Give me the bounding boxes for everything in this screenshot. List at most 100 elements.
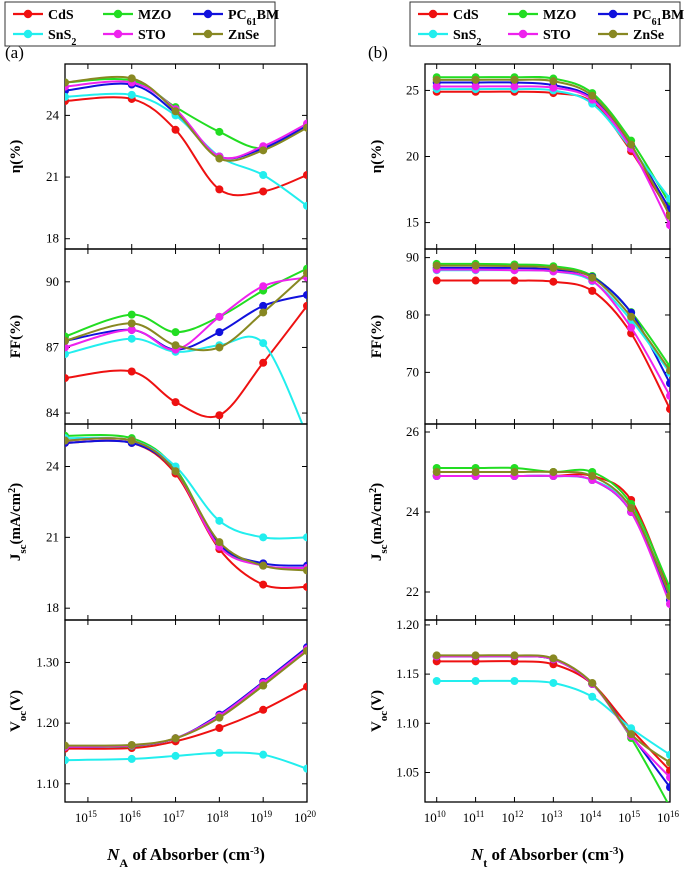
series-group — [65, 264, 307, 424]
legend-label-main: SnS — [453, 28, 477, 43]
legend-label-sub: 61 — [652, 17, 662, 28]
panel-b: (b) 15 20 25 η(%) 70 80 90 FF(%) 22 24 26 Jsc(mA/cm2… — [368, 43, 680, 869]
data-point-STO — [666, 391, 670, 400]
data-point-ZnSe — [65, 336, 69, 345]
legend-marker — [23, 9, 33, 19]
legend-b: CdS MZO PC61BM SnS2 STO ZnSe — [409, 1, 684, 48]
data-point-ZnSe — [666, 592, 670, 600]
y-axis-label-text: η(%) — [369, 140, 385, 174]
y-tick-label: 24 — [46, 459, 60, 474]
x-tick-base: 10 — [463, 810, 476, 825]
x-tick-label: 1014 — [579, 809, 602, 825]
x-tick-base: 10 — [119, 810, 132, 825]
panel-a: (a)182124η(%)848790FF(%)182124Jsc(mA/cm2… — [5, 43, 317, 869]
data-point-STO — [127, 325, 136, 334]
y-tick-label: 70 — [406, 364, 419, 379]
x-tick-exp: 11 — [476, 809, 485, 819]
data-point-ZnSe — [127, 740, 136, 749]
series-line-STO — [436, 474, 670, 605]
y-axis-label: Voc(V) — [369, 690, 390, 732]
x-tick-base: 10 — [75, 810, 88, 825]
series-line-ZnSe — [65, 272, 307, 352]
y-axis-label-rest: (mA/cm — [8, 492, 24, 544]
x-tick-base: 10 — [540, 810, 553, 825]
y-axis-label-text: η(%) — [8, 140, 24, 174]
legend-marker — [23, 29, 33, 39]
y-axis-label-rest: (V) — [369, 690, 385, 711]
panel-label: (b) — [368, 43, 388, 62]
legend-label: ZnSe — [228, 28, 259, 43]
x-tick-base: 10 — [163, 810, 176, 825]
data-point-SnS2 — [259, 339, 268, 348]
data-point-ZnSe — [510, 262, 519, 271]
x-tick-base: 10 — [618, 810, 631, 825]
legend-label-main: CdS — [48, 8, 74, 23]
series-line-STO — [65, 276, 307, 351]
y-axis-label-text: FF(%) — [369, 315, 385, 358]
y-axis-label-sub: sc — [378, 544, 390, 553]
legend-label-sub: 2 — [71, 37, 76, 48]
data-point-CdS — [259, 358, 268, 367]
data-point-ZnSe — [588, 273, 597, 282]
data-point-STO — [259, 282, 268, 291]
y-axis-label: Voc(V) — [8, 690, 29, 732]
y-tick-label: 26 — [406, 424, 420, 439]
x-tick-base: 10 — [657, 810, 670, 825]
y-tick-label: 87 — [46, 339, 60, 354]
series-line-CdS — [65, 439, 307, 589]
y-tick-label: 1.05 — [396, 764, 419, 779]
series-group — [65, 431, 307, 591]
data-point-CdS — [303, 171, 307, 179]
legend-marker — [518, 29, 528, 39]
y-axis-label: η(%) — [8, 140, 24, 174]
x-axis-label-sub: t — [483, 856, 487, 869]
legend-marker — [113, 9, 123, 19]
data-point-SnS2 — [127, 754, 136, 763]
x-tick-exp: 19 — [263, 809, 273, 819]
legend-label-main: STO — [543, 28, 571, 43]
x-tick-label: 1015 — [75, 809, 98, 825]
data-point-SnS2 — [171, 751, 180, 760]
y-axis-label-end: ) — [369, 483, 385, 488]
x-tick-exp: 15 — [88, 809, 98, 819]
y-tick-label: 90 — [406, 250, 419, 265]
series-line-PC61BM — [65, 646, 307, 748]
x-tick-label: 1011 — [463, 809, 485, 825]
legend-label-main: ZnSe — [228, 28, 259, 43]
data-point-ZnSe — [171, 467, 180, 476]
x-tick-base: 10 — [294, 810, 307, 825]
data-point-PC61BM — [215, 328, 224, 337]
x-axis-label-sym: N — [106, 845, 120, 864]
data-point-SnS2 — [303, 533, 307, 542]
legend-label: PC61BM — [633, 8, 684, 28]
data-point-ZnSe — [549, 263, 558, 272]
legend-label: MZO — [138, 8, 172, 23]
data-point-ZnSe — [510, 468, 519, 476]
y-axis-label-sub: oc — [378, 711, 390, 722]
legend-label-main: ZnSe — [633, 28, 664, 43]
data-point-CdS — [259, 187, 268, 196]
x-axis-label: NA of Absorber (cm-3) — [106, 845, 265, 869]
data-point-CdS — [127, 367, 136, 376]
series-group — [65, 643, 307, 773]
data-point-ZnSe — [303, 566, 307, 575]
x-tick-exp: 16 — [670, 809, 680, 819]
data-point-STO — [666, 773, 670, 782]
x-tick-base: 10 — [579, 810, 592, 825]
x-tick-exp: 16 — [132, 809, 142, 819]
series-line-ZnSe — [65, 437, 307, 572]
data-point-STO — [432, 82, 441, 91]
data-point-SnS2 — [259, 171, 268, 179]
data-point-ZnSe — [171, 341, 180, 350]
legend-label-tail: BM — [662, 8, 685, 23]
legend-label-main: PC — [633, 8, 652, 23]
data-point-CdS — [259, 580, 268, 589]
y-axis-label-main: J — [369, 553, 385, 561]
legend-label: MZO — [543, 8, 577, 23]
legend-box — [4, 1, 276, 47]
data-point-ZnSe — [588, 91, 597, 100]
data-point-CdS — [666, 766, 670, 775]
data-point-ZnSe — [259, 561, 268, 570]
data-point-STO — [666, 221, 670, 230]
series-line-MZO — [65, 434, 307, 570]
